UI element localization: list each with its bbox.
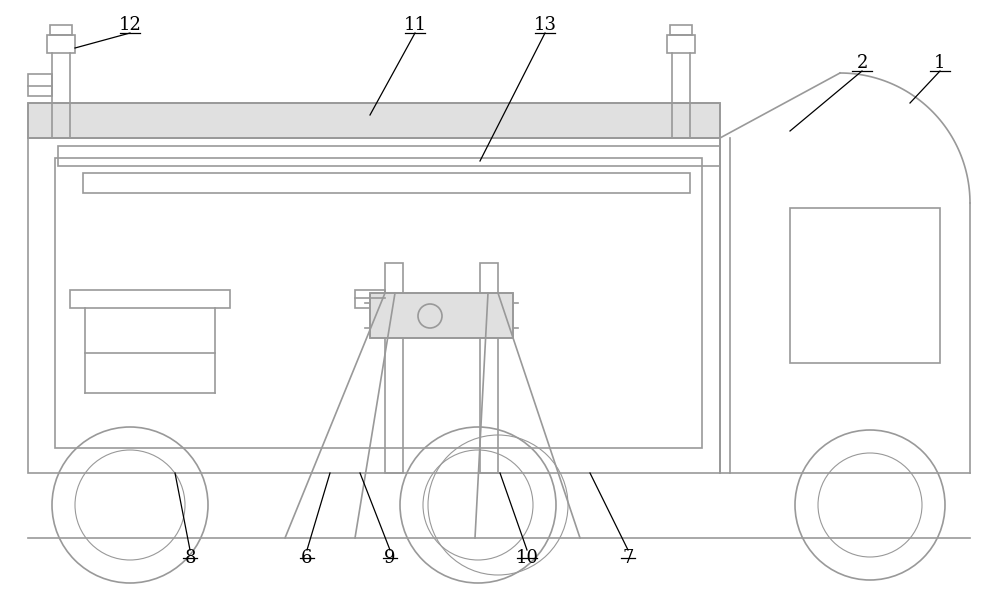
Text: 12: 12 — [119, 16, 141, 34]
Bar — [70, 290, 230, 308]
Text: 2: 2 — [856, 54, 868, 72]
Bar — [480, 263, 498, 473]
Text: 7: 7 — [622, 549, 634, 567]
Bar — [355, 290, 385, 308]
Bar — [50, 25, 72, 35]
Text: 1: 1 — [934, 54, 946, 72]
Bar — [370, 293, 513, 338]
Bar — [28, 103, 720, 138]
Bar — [28, 74, 52, 96]
Text: 9: 9 — [384, 549, 396, 567]
Bar — [28, 138, 720, 473]
Bar — [55, 158, 702, 448]
Bar — [670, 25, 692, 35]
Bar — [385, 263, 403, 473]
Bar — [47, 35, 75, 53]
Bar — [790, 208, 940, 363]
Text: 13: 13 — [534, 16, 556, 34]
Bar — [370, 293, 513, 338]
Bar — [667, 35, 695, 53]
Text: 11: 11 — [404, 16, 426, 34]
Text: 8: 8 — [184, 549, 196, 567]
Text: 10: 10 — [516, 549, 538, 567]
Text: 6: 6 — [301, 549, 313, 567]
Bar — [28, 103, 720, 138]
Bar — [83, 173, 690, 193]
Bar — [58, 146, 720, 166]
